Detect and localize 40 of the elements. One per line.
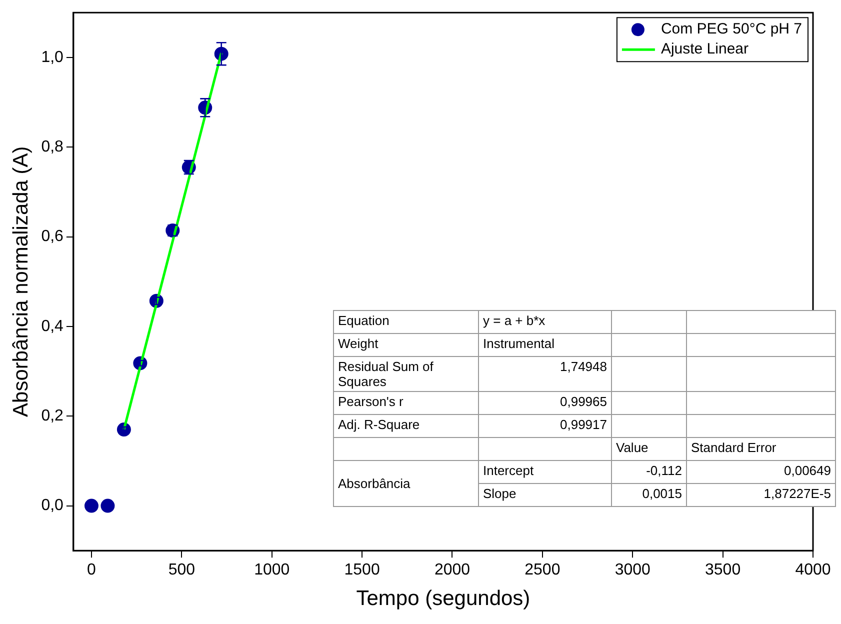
point xyxy=(84,498,98,513)
annotation: -0,112 xyxy=(612,460,686,484)
y-tick-label: 0,2 xyxy=(41,408,64,425)
annotation: 0,0015 xyxy=(612,484,686,506)
x-tick-label: 3500 xyxy=(705,562,741,579)
y-tick-label: 0,0 xyxy=(41,497,64,514)
x-axis-title: Tempo (segundos) xyxy=(356,587,530,610)
y-tick-label: 1,0 xyxy=(41,48,64,66)
y-tick-label: 0,8 xyxy=(41,138,64,156)
annotation: 1,74948 xyxy=(478,356,612,392)
annotation: Residual Sum of Squares xyxy=(334,356,478,392)
x-tick-label: 2000 xyxy=(434,562,470,579)
annotation: Adj. R-Square xyxy=(334,414,478,438)
annotation: Standard Error xyxy=(686,438,836,460)
point xyxy=(100,498,115,513)
annotation: Intercept xyxy=(478,460,612,484)
annotation: Value xyxy=(612,438,686,460)
x-tick-label: 1500 xyxy=(344,562,380,579)
annotation: Pearson's r xyxy=(334,392,478,414)
legend-label: Com PEG 50°C pH 7 xyxy=(660,20,802,38)
x-tick-label: 3000 xyxy=(614,562,651,579)
x-tick-label: 1000 xyxy=(254,562,290,579)
annotation: Weight xyxy=(334,334,478,356)
annotation: Instrumental xyxy=(478,334,612,356)
annotation: 0,99917 xyxy=(478,414,612,438)
annotation: Equation xyxy=(334,310,478,334)
legend-label: Ajuste Linear xyxy=(660,40,749,58)
y-tick-label: 0,6 xyxy=(41,228,64,246)
annotation: 1,87227E-5 xyxy=(686,484,836,506)
annotation: y = a + b*x xyxy=(478,310,612,334)
x-tick-label: 500 xyxy=(168,562,196,579)
x-tick-label: 0 xyxy=(87,562,96,579)
annotation: 0,99965 xyxy=(478,392,612,414)
y-tick-label: 0,4 xyxy=(41,318,64,335)
annotation: 0,00649 xyxy=(686,460,836,484)
y-axis-title: Absorbância normalizada (A) xyxy=(9,146,32,417)
annotation: Slope xyxy=(478,484,612,506)
x-tick-label: 4000 xyxy=(795,562,831,579)
x-tick-label: 2500 xyxy=(524,562,560,579)
annotation: Absorbância xyxy=(334,460,478,506)
